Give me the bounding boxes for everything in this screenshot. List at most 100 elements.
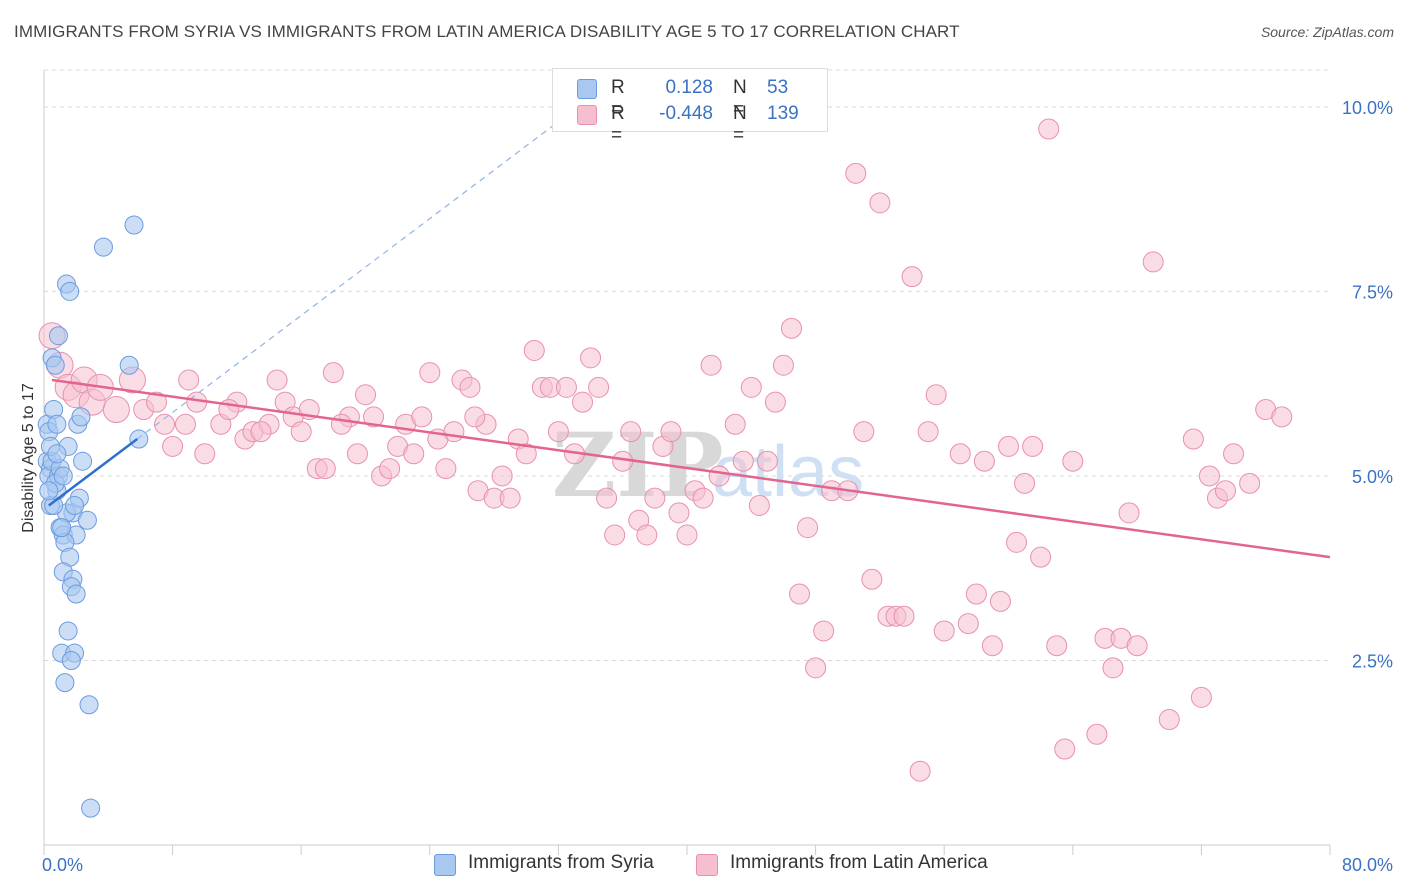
syria-point	[60, 281, 80, 301]
latam-point	[572, 391, 594, 413]
legend-n-label: N =	[733, 103, 747, 146]
latam-point	[965, 583, 987, 605]
latam-point	[724, 413, 746, 435]
bottom-legend-label-latam: Immigrants from Latin America	[730, 852, 988, 873]
bottom-legend-swatch-latam	[696, 854, 718, 876]
latam-point	[1006, 531, 1028, 553]
latam-point	[491, 465, 513, 487]
latam-point	[780, 317, 802, 339]
legend-r-label: R =	[611, 77, 625, 120]
latam-point	[660, 421, 682, 443]
x-tick-label: 0.0%	[42, 855, 83, 875]
latam-point	[1118, 502, 1140, 524]
chart-source: Source: ZipAtlas.com	[1260, 24, 1394, 40]
latam-point	[949, 443, 971, 465]
legend-r-value: -0.448	[659, 103, 713, 124]
latam-point	[1190, 686, 1212, 708]
latam-point	[901, 266, 923, 288]
legend-r-label: R =	[611, 103, 625, 146]
latam-point	[989, 590, 1011, 612]
latam-point	[363, 406, 385, 428]
syria-point	[79, 695, 99, 715]
latam-point	[330, 413, 352, 435]
latam-point	[700, 354, 722, 376]
latam-point	[668, 502, 690, 524]
latam-point	[1158, 709, 1180, 731]
syria-point	[71, 407, 91, 427]
y-tick-label: 7.5%	[1352, 282, 1393, 302]
latam-point	[692, 487, 714, 509]
latam-point	[194, 443, 216, 465]
latam-point	[925, 384, 947, 406]
legend: R = 0.128 N = 53 R = -0.448 N = 139	[552, 68, 828, 146]
syria-point	[81, 798, 101, 818]
watermark-atlas: atlas	[712, 432, 864, 512]
latam-point	[102, 396, 130, 424]
legend-n-label: N =	[733, 77, 747, 120]
syria-point	[129, 429, 149, 449]
legend-r-value: 0.128	[665, 77, 713, 98]
trend-lines	[48, 121, 1331, 559]
latam-point	[346, 443, 368, 465]
latam-point	[314, 458, 336, 480]
syria-point	[58, 621, 78, 641]
syria-point	[52, 518, 72, 538]
y-tick-label: 2.5%	[1352, 651, 1393, 671]
bottom-legend-swatch-syria	[434, 854, 456, 876]
latam-point	[596, 487, 618, 509]
latam-point	[1014, 472, 1036, 494]
syria-point	[73, 451, 93, 471]
syria-point	[124, 215, 144, 235]
y-tick-label: 5.0%	[1352, 467, 1393, 487]
latam-point	[1223, 443, 1245, 465]
latam-point	[1086, 723, 1108, 745]
grid-lines	[44, 69, 1330, 661]
y-tick-label: 10.0%	[1342, 98, 1393, 118]
latam-point	[845, 162, 867, 184]
latam-point	[435, 458, 457, 480]
legend-swatch-latam	[577, 105, 597, 125]
latam-point	[797, 517, 819, 539]
syria-point	[47, 414, 67, 434]
syria-point	[47, 444, 67, 464]
latam-point	[957, 613, 979, 635]
latam-point	[515, 443, 537, 465]
tick-labels: 2.5% 5.0% 7.5% 10.0% 0.0% 80.0% Disability Age…	[20, 98, 1393, 875]
latam-point	[973, 450, 995, 472]
latam-point	[162, 435, 184, 457]
syria-point	[65, 495, 85, 515]
latam-point	[764, 391, 786, 413]
latam-point	[154, 413, 176, 435]
legend-swatch-syria	[577, 79, 597, 99]
syria-point	[48, 326, 68, 346]
syria-trend-extension	[136, 121, 559, 440]
latam-point	[580, 347, 602, 369]
latam-trend-line	[51, 378, 1331, 559]
y-axis-label: Disability Age 5 to 17	[20, 383, 37, 533]
syria-point	[119, 355, 139, 375]
latam-point	[1271, 406, 1293, 428]
latam-point	[547, 421, 569, 443]
latam-point	[411, 406, 433, 428]
latam-point	[636, 524, 658, 546]
latam-point	[1182, 428, 1204, 450]
latam-point	[403, 443, 425, 465]
syria-points	[37, 215, 149, 818]
latam-point	[789, 583, 811, 605]
latam-point	[756, 450, 778, 472]
latam-point	[1215, 480, 1237, 502]
latam-point	[178, 369, 200, 391]
chart-title: IMMIGRANTS FROM SYRIA VS IMMIGRANTS FROM…	[14, 22, 960, 41]
syria-point	[53, 466, 73, 486]
latam-point	[1054, 738, 1076, 760]
latam-point	[459, 376, 481, 398]
latam-point	[1038, 118, 1060, 140]
latam-point	[379, 458, 401, 480]
latam-point	[981, 635, 1003, 657]
legend-n-value: 53	[767, 77, 789, 98]
latam-point	[644, 487, 666, 509]
latam-point	[1142, 251, 1164, 273]
latam-point	[174, 413, 196, 435]
